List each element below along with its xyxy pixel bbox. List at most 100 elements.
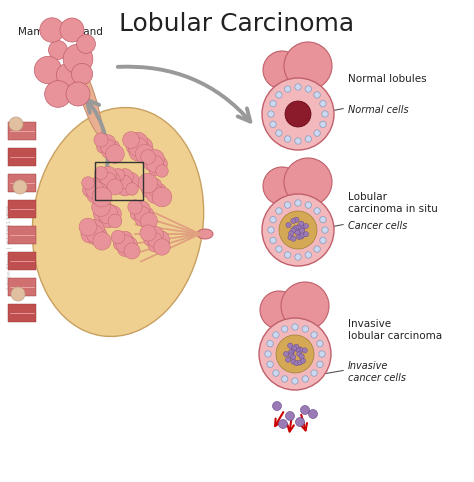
Circle shape	[267, 361, 273, 368]
Circle shape	[263, 167, 301, 205]
Circle shape	[311, 370, 317, 376]
Circle shape	[302, 348, 307, 353]
Circle shape	[81, 225, 99, 243]
Circle shape	[111, 168, 125, 182]
Circle shape	[295, 200, 301, 206]
Circle shape	[93, 183, 107, 197]
Circle shape	[72, 64, 92, 85]
Circle shape	[144, 234, 156, 246]
Circle shape	[87, 187, 103, 203]
Circle shape	[314, 130, 320, 136]
Circle shape	[292, 227, 297, 232]
Circle shape	[284, 136, 291, 142]
Circle shape	[299, 228, 304, 233]
Circle shape	[134, 201, 150, 217]
Circle shape	[94, 133, 108, 147]
Circle shape	[120, 172, 140, 192]
Circle shape	[91, 198, 110, 216]
Circle shape	[299, 234, 304, 239]
Circle shape	[302, 376, 309, 382]
Circle shape	[123, 132, 139, 148]
Circle shape	[305, 86, 311, 92]
Circle shape	[117, 169, 133, 186]
Circle shape	[45, 80, 72, 107]
Circle shape	[108, 214, 122, 228]
Circle shape	[124, 243, 140, 259]
Circle shape	[9, 117, 23, 131]
Circle shape	[320, 237, 326, 243]
Text: Cancer cells: Cancer cells	[348, 221, 407, 231]
Bar	[8, 200, 36, 218]
Ellipse shape	[277, 238, 295, 263]
Circle shape	[288, 343, 293, 348]
Circle shape	[292, 324, 298, 330]
Circle shape	[300, 232, 305, 237]
Circle shape	[270, 216, 276, 223]
Circle shape	[311, 332, 317, 338]
Circle shape	[63, 44, 93, 74]
Circle shape	[113, 238, 127, 251]
Circle shape	[141, 150, 155, 164]
Circle shape	[146, 227, 164, 243]
Circle shape	[319, 351, 325, 357]
Circle shape	[314, 92, 320, 98]
Circle shape	[294, 217, 299, 222]
Circle shape	[276, 246, 282, 252]
Bar	[8, 226, 36, 244]
Circle shape	[282, 376, 288, 382]
Circle shape	[262, 194, 334, 266]
Circle shape	[130, 207, 144, 221]
Circle shape	[141, 213, 157, 229]
Circle shape	[93, 227, 107, 241]
Circle shape	[320, 100, 326, 107]
Circle shape	[299, 224, 304, 229]
Circle shape	[276, 92, 282, 98]
Text: Mammary gland: Mammary gland	[18, 27, 103, 37]
Circle shape	[299, 354, 304, 359]
Circle shape	[148, 162, 162, 175]
Circle shape	[135, 144, 155, 164]
Circle shape	[320, 216, 326, 223]
Circle shape	[94, 166, 108, 179]
Circle shape	[262, 78, 334, 150]
Circle shape	[128, 132, 148, 152]
Circle shape	[82, 183, 98, 198]
Circle shape	[292, 346, 297, 351]
Ellipse shape	[197, 229, 213, 239]
Circle shape	[279, 419, 288, 428]
Circle shape	[92, 187, 112, 207]
Circle shape	[295, 347, 300, 352]
Circle shape	[291, 355, 296, 360]
Circle shape	[291, 236, 296, 241]
Circle shape	[154, 239, 170, 255]
Circle shape	[295, 138, 301, 144]
Circle shape	[301, 405, 310, 415]
Circle shape	[156, 165, 168, 177]
Circle shape	[82, 177, 94, 189]
Circle shape	[86, 225, 104, 243]
Circle shape	[259, 318, 331, 390]
Circle shape	[317, 361, 323, 368]
Circle shape	[322, 111, 328, 117]
Circle shape	[89, 233, 101, 245]
Circle shape	[150, 230, 170, 250]
Circle shape	[273, 332, 279, 338]
Circle shape	[322, 227, 328, 233]
Circle shape	[270, 100, 276, 107]
Bar	[8, 304, 36, 322]
Ellipse shape	[274, 362, 292, 387]
Circle shape	[288, 350, 293, 355]
Circle shape	[97, 141, 109, 153]
Circle shape	[105, 206, 121, 222]
Circle shape	[305, 252, 311, 258]
Circle shape	[299, 227, 304, 232]
Circle shape	[284, 42, 332, 90]
Circle shape	[281, 282, 329, 330]
Circle shape	[154, 184, 166, 196]
Circle shape	[148, 233, 162, 247]
Circle shape	[263, 51, 301, 89]
Circle shape	[293, 226, 299, 230]
Circle shape	[295, 417, 304, 427]
Circle shape	[309, 410, 318, 418]
Circle shape	[291, 218, 296, 224]
